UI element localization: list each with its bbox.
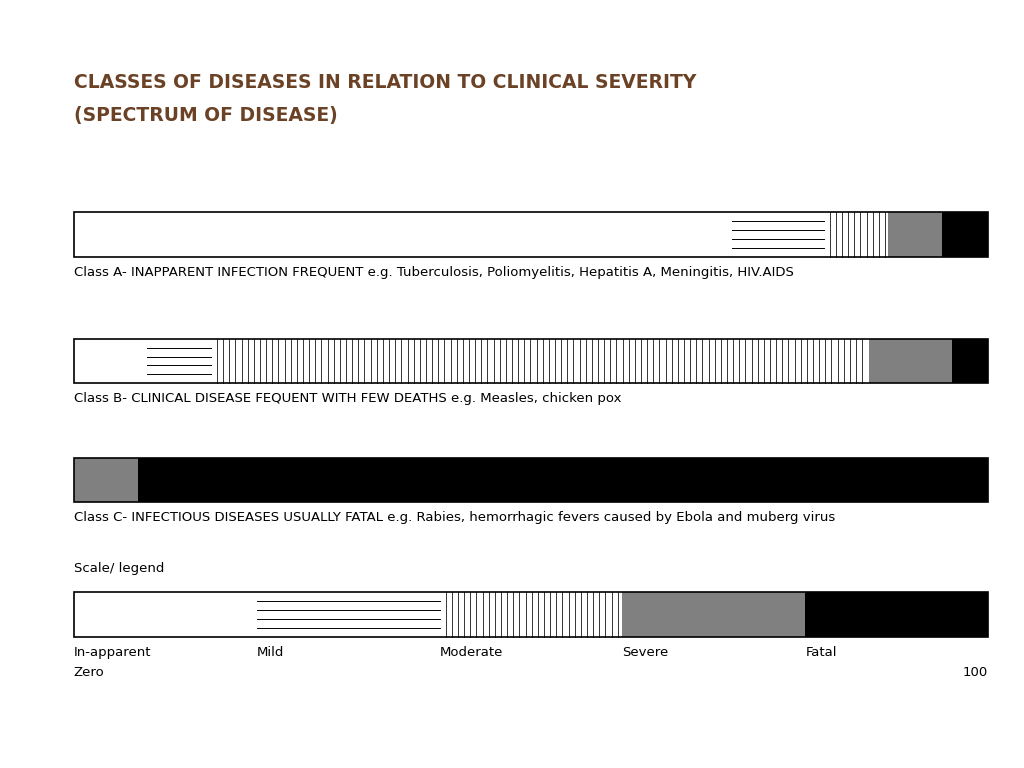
Bar: [146, 339, 211, 383]
Bar: [74, 592, 257, 637]
Bar: [138, 458, 988, 502]
Text: Fatal: Fatal: [805, 646, 837, 659]
Text: Zero: Zero: [74, 666, 104, 679]
Bar: [74, 212, 988, 257]
Bar: [942, 212, 988, 257]
Bar: [257, 592, 439, 637]
Text: Class B- CLINICAL DISEASE FEQUENT WITH FEW DEATHS e.g. Measles, chicken pox: Class B- CLINICAL DISEASE FEQUENT WITH F…: [74, 392, 622, 406]
Text: Severe: Severe: [623, 646, 669, 659]
Text: Moderate: Moderate: [439, 646, 503, 659]
Text: (SPECTRUM OF DISEASE): (SPECTRUM OF DISEASE): [74, 106, 338, 125]
Bar: [869, 339, 951, 383]
Bar: [74, 212, 732, 257]
Text: Class C- INFECTIOUS DISEASES USUALLY FATAL e.g. Rabies, hemorrhagic fevers cause: Class C- INFECTIOUS DISEASES USUALLY FAT…: [74, 511, 835, 525]
Text: Mild: Mild: [257, 646, 284, 659]
Text: Scale/ legend: Scale/ legend: [74, 562, 164, 575]
Bar: [74, 339, 146, 383]
Bar: [439, 592, 623, 637]
Text: In-apparent: In-apparent: [74, 646, 152, 659]
Bar: [74, 458, 138, 502]
Bar: [732, 212, 823, 257]
Bar: [623, 592, 805, 637]
Bar: [951, 339, 988, 383]
Bar: [74, 339, 988, 383]
Text: CLASSES OF DISEASES IN RELATION TO CLINICAL SEVERITY: CLASSES OF DISEASES IN RELATION TO CLINI…: [74, 73, 696, 92]
Bar: [888, 212, 942, 257]
Bar: [74, 458, 988, 502]
Bar: [74, 592, 988, 637]
Text: Class A- INAPPARENT INFECTION FREQUENT e.g. Tuberculosis, Poliomyelitis, Hepatit: Class A- INAPPARENT INFECTION FREQUENT e…: [74, 266, 794, 279]
Bar: [211, 339, 869, 383]
Bar: [823, 212, 888, 257]
Bar: [805, 592, 988, 637]
Text: 100: 100: [963, 666, 988, 679]
